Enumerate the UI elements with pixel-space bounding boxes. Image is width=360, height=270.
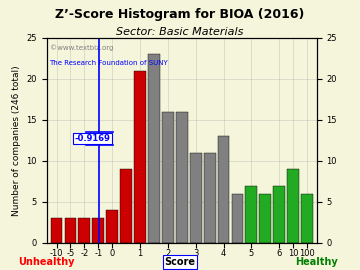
- Text: Score: Score: [165, 257, 195, 267]
- Text: ©www.textbiz.org: ©www.textbiz.org: [50, 44, 113, 51]
- Bar: [218, 136, 229, 243]
- Y-axis label: Number of companies (246 total): Number of companies (246 total): [12, 65, 21, 216]
- Bar: [246, 185, 257, 243]
- Bar: [134, 71, 146, 243]
- Bar: [78, 218, 90, 243]
- Bar: [106, 210, 118, 243]
- Bar: [64, 218, 76, 243]
- Bar: [204, 153, 216, 243]
- Bar: [190, 153, 202, 243]
- Text: -0.9169: -0.9169: [75, 134, 111, 143]
- Bar: [231, 194, 243, 243]
- Bar: [301, 194, 313, 243]
- Bar: [51, 218, 62, 243]
- Text: The Research Foundation of SUNY: The Research Foundation of SUNY: [50, 60, 168, 66]
- Bar: [260, 194, 271, 243]
- Bar: [176, 112, 188, 243]
- Bar: [120, 169, 132, 243]
- Bar: [93, 218, 104, 243]
- Bar: [148, 54, 160, 243]
- Text: Sector: Basic Materials: Sector: Basic Materials: [116, 27, 244, 37]
- Text: Z’-Score Histogram for BIOA (2016): Z’-Score Histogram for BIOA (2016): [55, 8, 305, 21]
- Bar: [287, 169, 299, 243]
- Bar: [273, 185, 285, 243]
- Text: Unhealthy: Unhealthy: [19, 257, 75, 267]
- Text: Healthy: Healthy: [296, 257, 338, 267]
- Bar: [162, 112, 174, 243]
